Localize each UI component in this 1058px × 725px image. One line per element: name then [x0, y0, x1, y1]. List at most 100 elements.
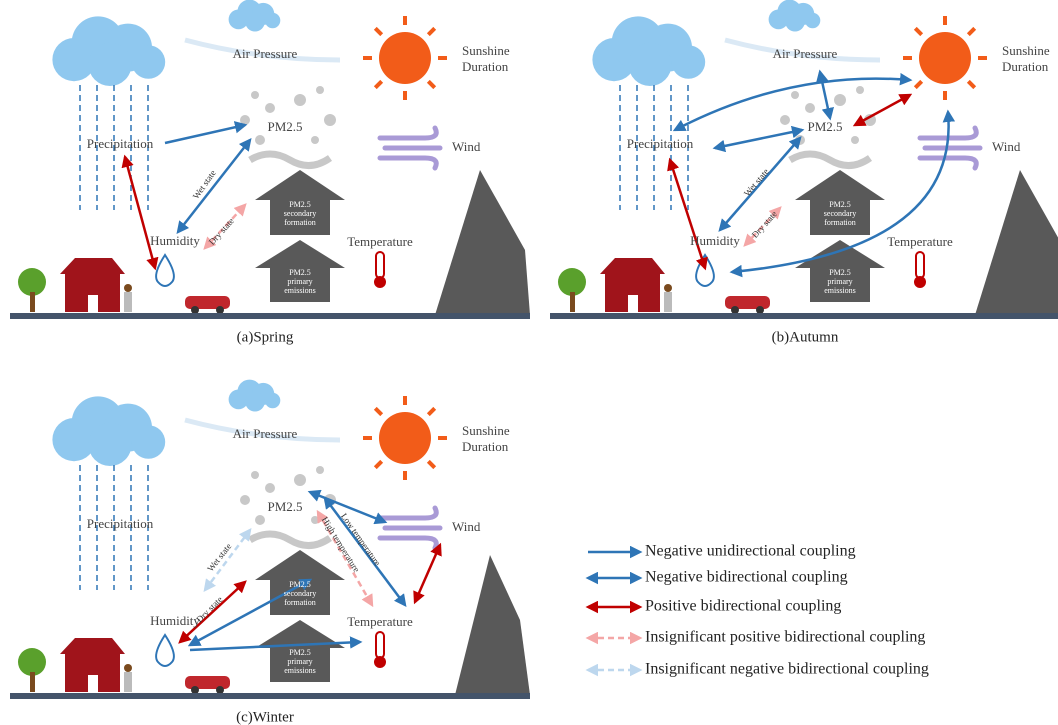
label: Precipitation	[87, 516, 154, 531]
particle	[251, 471, 259, 479]
coupling-arrow	[187, 578, 313, 647]
mountain	[975, 170, 1058, 315]
smog	[248, 530, 333, 549]
mountain	[455, 555, 530, 695]
sun-ray	[373, 459, 384, 470]
coupling-arrow	[712, 125, 805, 153]
car	[725, 296, 770, 309]
cloud	[131, 45, 166, 79]
label: secondary	[824, 209, 856, 218]
sun-ray	[373, 26, 384, 37]
label: formation	[284, 598, 316, 607]
drop	[155, 633, 175, 667]
label: PM2.5	[289, 268, 311, 277]
label: Precipitation	[627, 136, 694, 151]
label: Duration	[1002, 59, 1049, 74]
wheel	[731, 306, 739, 314]
coupling-arrow	[852, 93, 913, 127]
wheel	[191, 306, 199, 314]
particle	[311, 516, 319, 524]
label: primary	[827, 277, 852, 286]
label: (a)Spring	[237, 329, 294, 345]
cloud	[245, 11, 265, 32]
particle	[265, 103, 275, 113]
label: Duration	[462, 59, 509, 74]
wind-icon	[917, 155, 979, 171]
particle	[240, 495, 250, 505]
label: secondary	[284, 589, 316, 598]
smog	[248, 150, 333, 169]
label: formation	[284, 218, 316, 227]
label: PM2.5	[829, 268, 851, 277]
drop	[695, 253, 715, 287]
cloud	[804, 12, 821, 29]
coupling-arrow	[413, 542, 442, 605]
tree	[18, 268, 46, 296]
cloud	[671, 45, 706, 79]
cloud	[88, 422, 132, 466]
label: formation	[824, 218, 856, 227]
wind-icon	[377, 505, 439, 521]
label: Precipitation	[87, 136, 154, 151]
coupling-arrow	[176, 138, 252, 234]
label: emissions	[824, 286, 856, 295]
label: secondary	[284, 209, 316, 218]
label: Sunshine	[1002, 43, 1050, 58]
roof	[60, 638, 125, 654]
person-head	[664, 284, 672, 292]
person	[124, 672, 132, 692]
legend-label: Negative unidirectional coupling	[645, 543, 856, 560]
sun-ray	[373, 79, 384, 90]
label: Wind	[992, 139, 1021, 154]
legend-label: Insignificant negative bidirectional cou…	[645, 661, 929, 678]
coupling-arrow	[316, 509, 374, 608]
thermometer	[915, 251, 925, 279]
emission-arrow	[255, 240, 345, 302]
sun	[919, 32, 971, 84]
particle	[255, 515, 265, 525]
sun-ray	[426, 459, 437, 470]
sun	[379, 412, 431, 464]
coupling-arrow	[667, 157, 708, 271]
thermometer	[375, 251, 385, 279]
label: Air Pressure	[233, 426, 298, 441]
cloud	[131, 425, 166, 459]
particle	[805, 103, 815, 113]
person-head	[124, 664, 132, 672]
label: primary	[287, 657, 312, 666]
trunk	[570, 292, 575, 312]
sun-ray	[913, 79, 924, 90]
thermometer-bulb	[914, 276, 926, 288]
person-head	[124, 284, 132, 292]
particle	[851, 136, 859, 144]
ground	[10, 693, 530, 699]
wheel	[216, 306, 224, 314]
wheel	[756, 306, 764, 314]
label: Sunshine	[462, 43, 510, 58]
label: PM2.5	[289, 200, 311, 209]
label: primary	[287, 277, 312, 286]
label: emissions	[284, 666, 316, 675]
particle	[294, 94, 306, 106]
sun	[379, 32, 431, 84]
smog	[788, 150, 873, 169]
air-stream	[184, 417, 341, 443]
label: (b)Autumn	[772, 329, 839, 345]
particle	[316, 86, 324, 94]
cloud	[264, 12, 281, 29]
particle	[311, 136, 319, 144]
label: Wind	[452, 519, 481, 534]
cloud	[785, 11, 805, 32]
wheel	[191, 686, 199, 694]
edge-label: Dry state	[194, 594, 224, 624]
legend-label: Positive bidirectional coupling	[645, 598, 841, 615]
cloud	[264, 392, 281, 409]
tree	[18, 648, 46, 676]
edge-label: Dry state	[207, 216, 236, 247]
particle	[255, 135, 265, 145]
label: Humidity	[690, 233, 740, 248]
car	[185, 296, 230, 309]
